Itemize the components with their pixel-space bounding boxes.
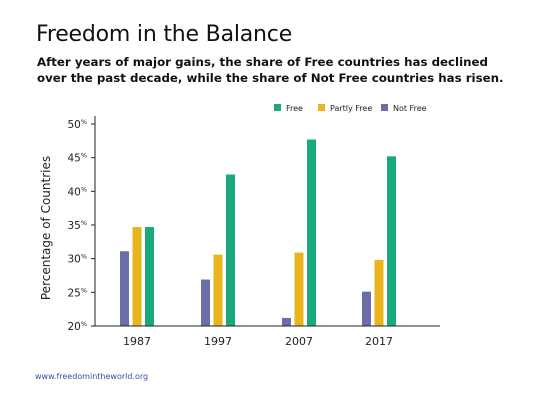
y-tick-label: 30% (67, 253, 87, 266)
bar-not-free-2017 (362, 291, 371, 326)
bar-free-1997 (226, 174, 235, 326)
legend-label-free: Free (286, 104, 303, 113)
y-tick-label: 25% (67, 286, 87, 299)
chart-subtitle: After years of major gains, the share of… (37, 55, 504, 85)
legend-swatch-free (274, 104, 281, 111)
chart-title: Freedom in the Balance (36, 22, 293, 47)
bar-free-2017 (387, 156, 396, 326)
x-tick-label: 1987 (123, 335, 151, 348)
bars (120, 139, 396, 326)
x-tick-label: 1997 (204, 335, 232, 348)
chart-legend: Free Partly Free Not Free (274, 104, 427, 113)
x-axis: 1987 1997 2007 2017 (95, 325, 440, 348)
x-tick-label: 2017 (365, 335, 393, 348)
legend-swatch-not-free (381, 104, 388, 111)
y-tick-label: 45% (67, 152, 87, 165)
bar-free-2007 (307, 139, 316, 326)
bar-not-free-2007 (282, 317, 291, 326)
y-tick-label: 35% (67, 219, 87, 232)
bar-not-free-1997 (201, 279, 210, 326)
y-axis-label: Percentage of Countries (39, 156, 53, 300)
bar-partly-free-2017 (374, 260, 384, 326)
x-tick-label: 2007 (285, 335, 313, 348)
bar-not-free-1987 (120, 251, 129, 326)
y-tick-label: 20% (67, 320, 87, 333)
y-tick-label: 40% (67, 185, 87, 198)
bar-partly-free-1997 (213, 254, 223, 326)
source-link[interactable]: www.freedomintheworld.org (35, 372, 149, 381)
y-tick-label: 50% (67, 118, 87, 131)
legend-label-partly-free: Partly Free (330, 104, 372, 113)
y-axis: 20% 25% 30% 35% 40% 45% 50% (67, 116, 96, 333)
legend-label-not-free: Not Free (393, 104, 427, 113)
bar-partly-free-2007 (294, 252, 304, 326)
legend-swatch-partly-free (318, 104, 325, 111)
bar-free-1987 (145, 227, 154, 326)
bar-partly-free-1987 (132, 227, 142, 326)
